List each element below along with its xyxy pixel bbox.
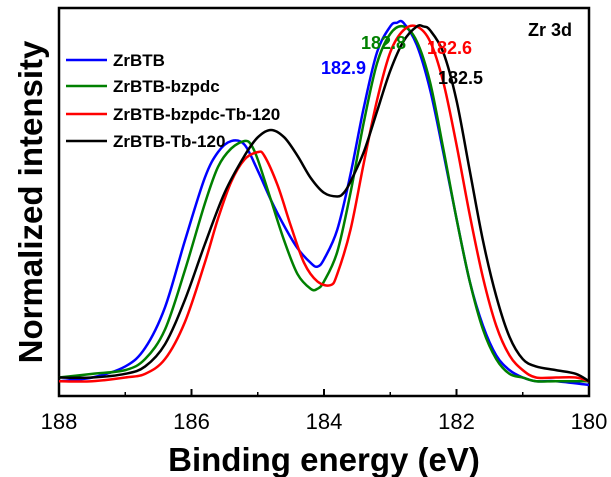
series-line-zrbtb-bzpdc-tb-120: [58, 24, 590, 383]
legend: ZrBTB ZrBTB-bzpdc ZrBTB-bzpdc-Tb-120 ZrB…: [66, 51, 280, 151]
x-tick-label: 188: [41, 409, 78, 434]
x-tick-label: 180: [571, 409, 608, 434]
series-lines: [58, 19, 590, 387]
x-axis-title: Binding energy (eV): [168, 441, 480, 477]
x-tick-label: 186: [173, 409, 210, 434]
y-axis-title: Normalized intensity: [12, 40, 49, 363]
legend-label-zrbtb-bzpdc-tb-120: ZrBTB-bzpdc-Tb-120: [113, 105, 280, 124]
x-tick-label: 184: [306, 409, 343, 434]
panel-label: Zr 3d: [528, 20, 572, 40]
peak-label-zrbtb-tb-120: 182.5: [438, 68, 483, 88]
legend-label-zrbtb-bzpdc: ZrBTB-bzpdc: [113, 77, 220, 96]
peak-label-zrbtb: 182.9: [321, 58, 366, 78]
series-line-zrbtb-bzpdc: [58, 24, 589, 383]
x-tick-label: 182: [438, 409, 475, 434]
peak-label-zrbtb-bzpdc-tb-120: 182.6: [427, 38, 472, 58]
x-axis-ticks: 188 186 184 182 180: [41, 389, 608, 434]
series-line-zrbtb-tb-120: [58, 23, 590, 383]
legend-label-zrbtb: ZrBTB: [113, 51, 165, 70]
peak-label-zrbtb-bzpdc: 182.8: [361, 33, 406, 53]
legend-label-zrbtb-tb-120: ZrBTB-Tb-120: [113, 132, 225, 151]
